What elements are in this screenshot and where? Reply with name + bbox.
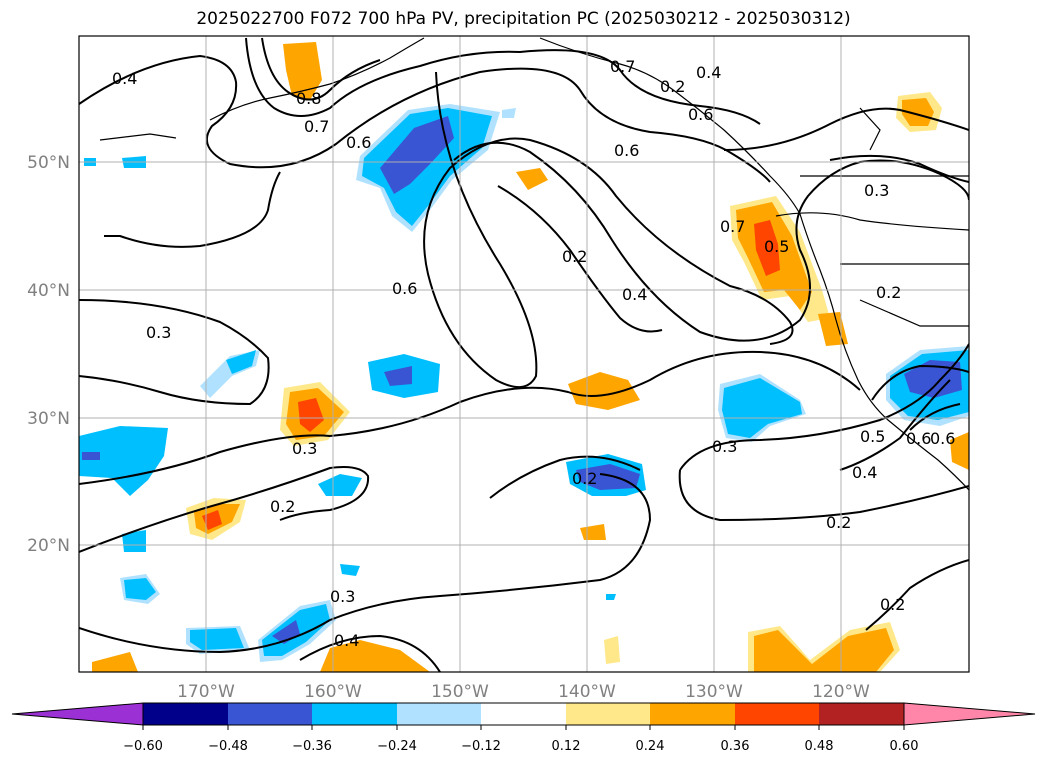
contour-label: 0.2 — [572, 469, 597, 488]
contour-label: 0.2 — [270, 497, 295, 516]
colorbar: −0.60 −0.48 −0.36 −0.24 −0.12 0.12 0.24 … — [11, 702, 1036, 754]
contour-label: 0.6 — [688, 105, 713, 124]
map-frame — [78, 35, 970, 673]
lon-label: 160°W — [304, 682, 362, 702]
contour-label: 0.4 — [622, 285, 647, 304]
contour-label: 0.2 — [876, 283, 901, 302]
contour-label: 0.7 — [304, 117, 329, 136]
colorbar-extend-right — [903, 702, 1036, 726]
pv-contours — [79, 37, 969, 672]
colorbar-tick-label: −0.24 — [377, 739, 417, 754]
lat-label: 30°N — [27, 409, 70, 429]
colorbar-tick-label: −0.60 — [123, 739, 163, 754]
colorbar-bin — [650, 703, 735, 725]
longitude-labels: 170°W 160°W 150°W 140°W 130°W 120°W — [177, 682, 870, 702]
contour-label: 0.4 — [852, 463, 877, 482]
graticule — [79, 36, 969, 672]
contour-label: 0.3 — [292, 439, 317, 458]
colorbar-bin — [397, 703, 481, 725]
lon-label: 140°W — [558, 682, 616, 702]
contour-label: 0.6 — [614, 141, 639, 160]
contour-label: 0.3 — [146, 323, 171, 342]
colorbar-tick-label: 0.48 — [805, 739, 834, 754]
lat-label: 20°N — [27, 536, 70, 556]
contour-label: 0.4 — [334, 631, 359, 650]
lon-label: 170°W — [177, 682, 235, 702]
contour-label: 0.3 — [712, 437, 737, 456]
contour-label: 0.2 — [562, 247, 587, 266]
contour-label: 0.3 — [864, 181, 889, 200]
colorbar-bin — [566, 703, 650, 725]
contour-label: 0.5 — [764, 237, 789, 256]
latitude-labels: 50°N 40°N 30°N 20°N — [27, 153, 70, 556]
colorbar-tick-label: 0.12 — [552, 739, 581, 754]
lon-label: 120°W — [812, 682, 870, 702]
contour-label: 0.6 — [906, 429, 931, 448]
contour-label: 0.5 — [860, 427, 885, 446]
colorbar-tick-label: −0.12 — [461, 739, 501, 754]
colorbar-bin — [481, 703, 566, 725]
contour-label: 0.3 — [330, 587, 355, 606]
lat-label: 40°N — [27, 281, 70, 301]
colorbar-tick-label: −0.48 — [208, 739, 248, 754]
colorbar-tick-label: 0.36 — [721, 739, 750, 754]
contour-label: 0.8 — [296, 89, 321, 108]
colorbar-tick-label: −0.36 — [292, 739, 332, 754]
contour-label: 0.6 — [392, 279, 417, 298]
colorbar-bin — [735, 703, 819, 725]
map-title: 2025022700 F072 700 hPa PV, precipitatio… — [196, 9, 851, 29]
colorbar-bin — [228, 703, 312, 725]
colorbar-bin — [312, 703, 397, 725]
colorbar-tick-label: 0.60 — [890, 739, 919, 754]
contour-label: 0.2 — [880, 595, 905, 614]
lon-label: 150°W — [431, 682, 489, 702]
lon-label: 130°W — [685, 682, 743, 702]
colorbar-tick-label: 0.24 — [636, 739, 665, 754]
colorbar-bin — [143, 703, 228, 725]
contour-label: 0.2 — [660, 77, 685, 96]
colorbar-bin — [819, 703, 904, 725]
contour-label: 0.7 — [720, 217, 745, 236]
contour-label: 0.4 — [696, 63, 721, 82]
contour-label: 0.7 — [610, 57, 635, 76]
contour-label: 0.6 — [930, 429, 955, 448]
contour-label: 0.6 — [346, 133, 371, 152]
lat-label: 50°N — [27, 153, 70, 173]
map-plot-area: 0.4 0.8 0.7 0.6 0.7 0.4 0.6 0.6 0.3 0.6 … — [79, 36, 969, 672]
contour-labels: 0.4 0.8 0.7 0.6 0.7 0.4 0.6 0.6 0.3 0.6 … — [112, 57, 955, 650]
coastlines — [99, 37, 969, 491]
contour-label: 0.4 — [112, 69, 137, 88]
colorbar-extend-left — [11, 702, 144, 726]
contour-label: 0.2 — [826, 513, 851, 532]
